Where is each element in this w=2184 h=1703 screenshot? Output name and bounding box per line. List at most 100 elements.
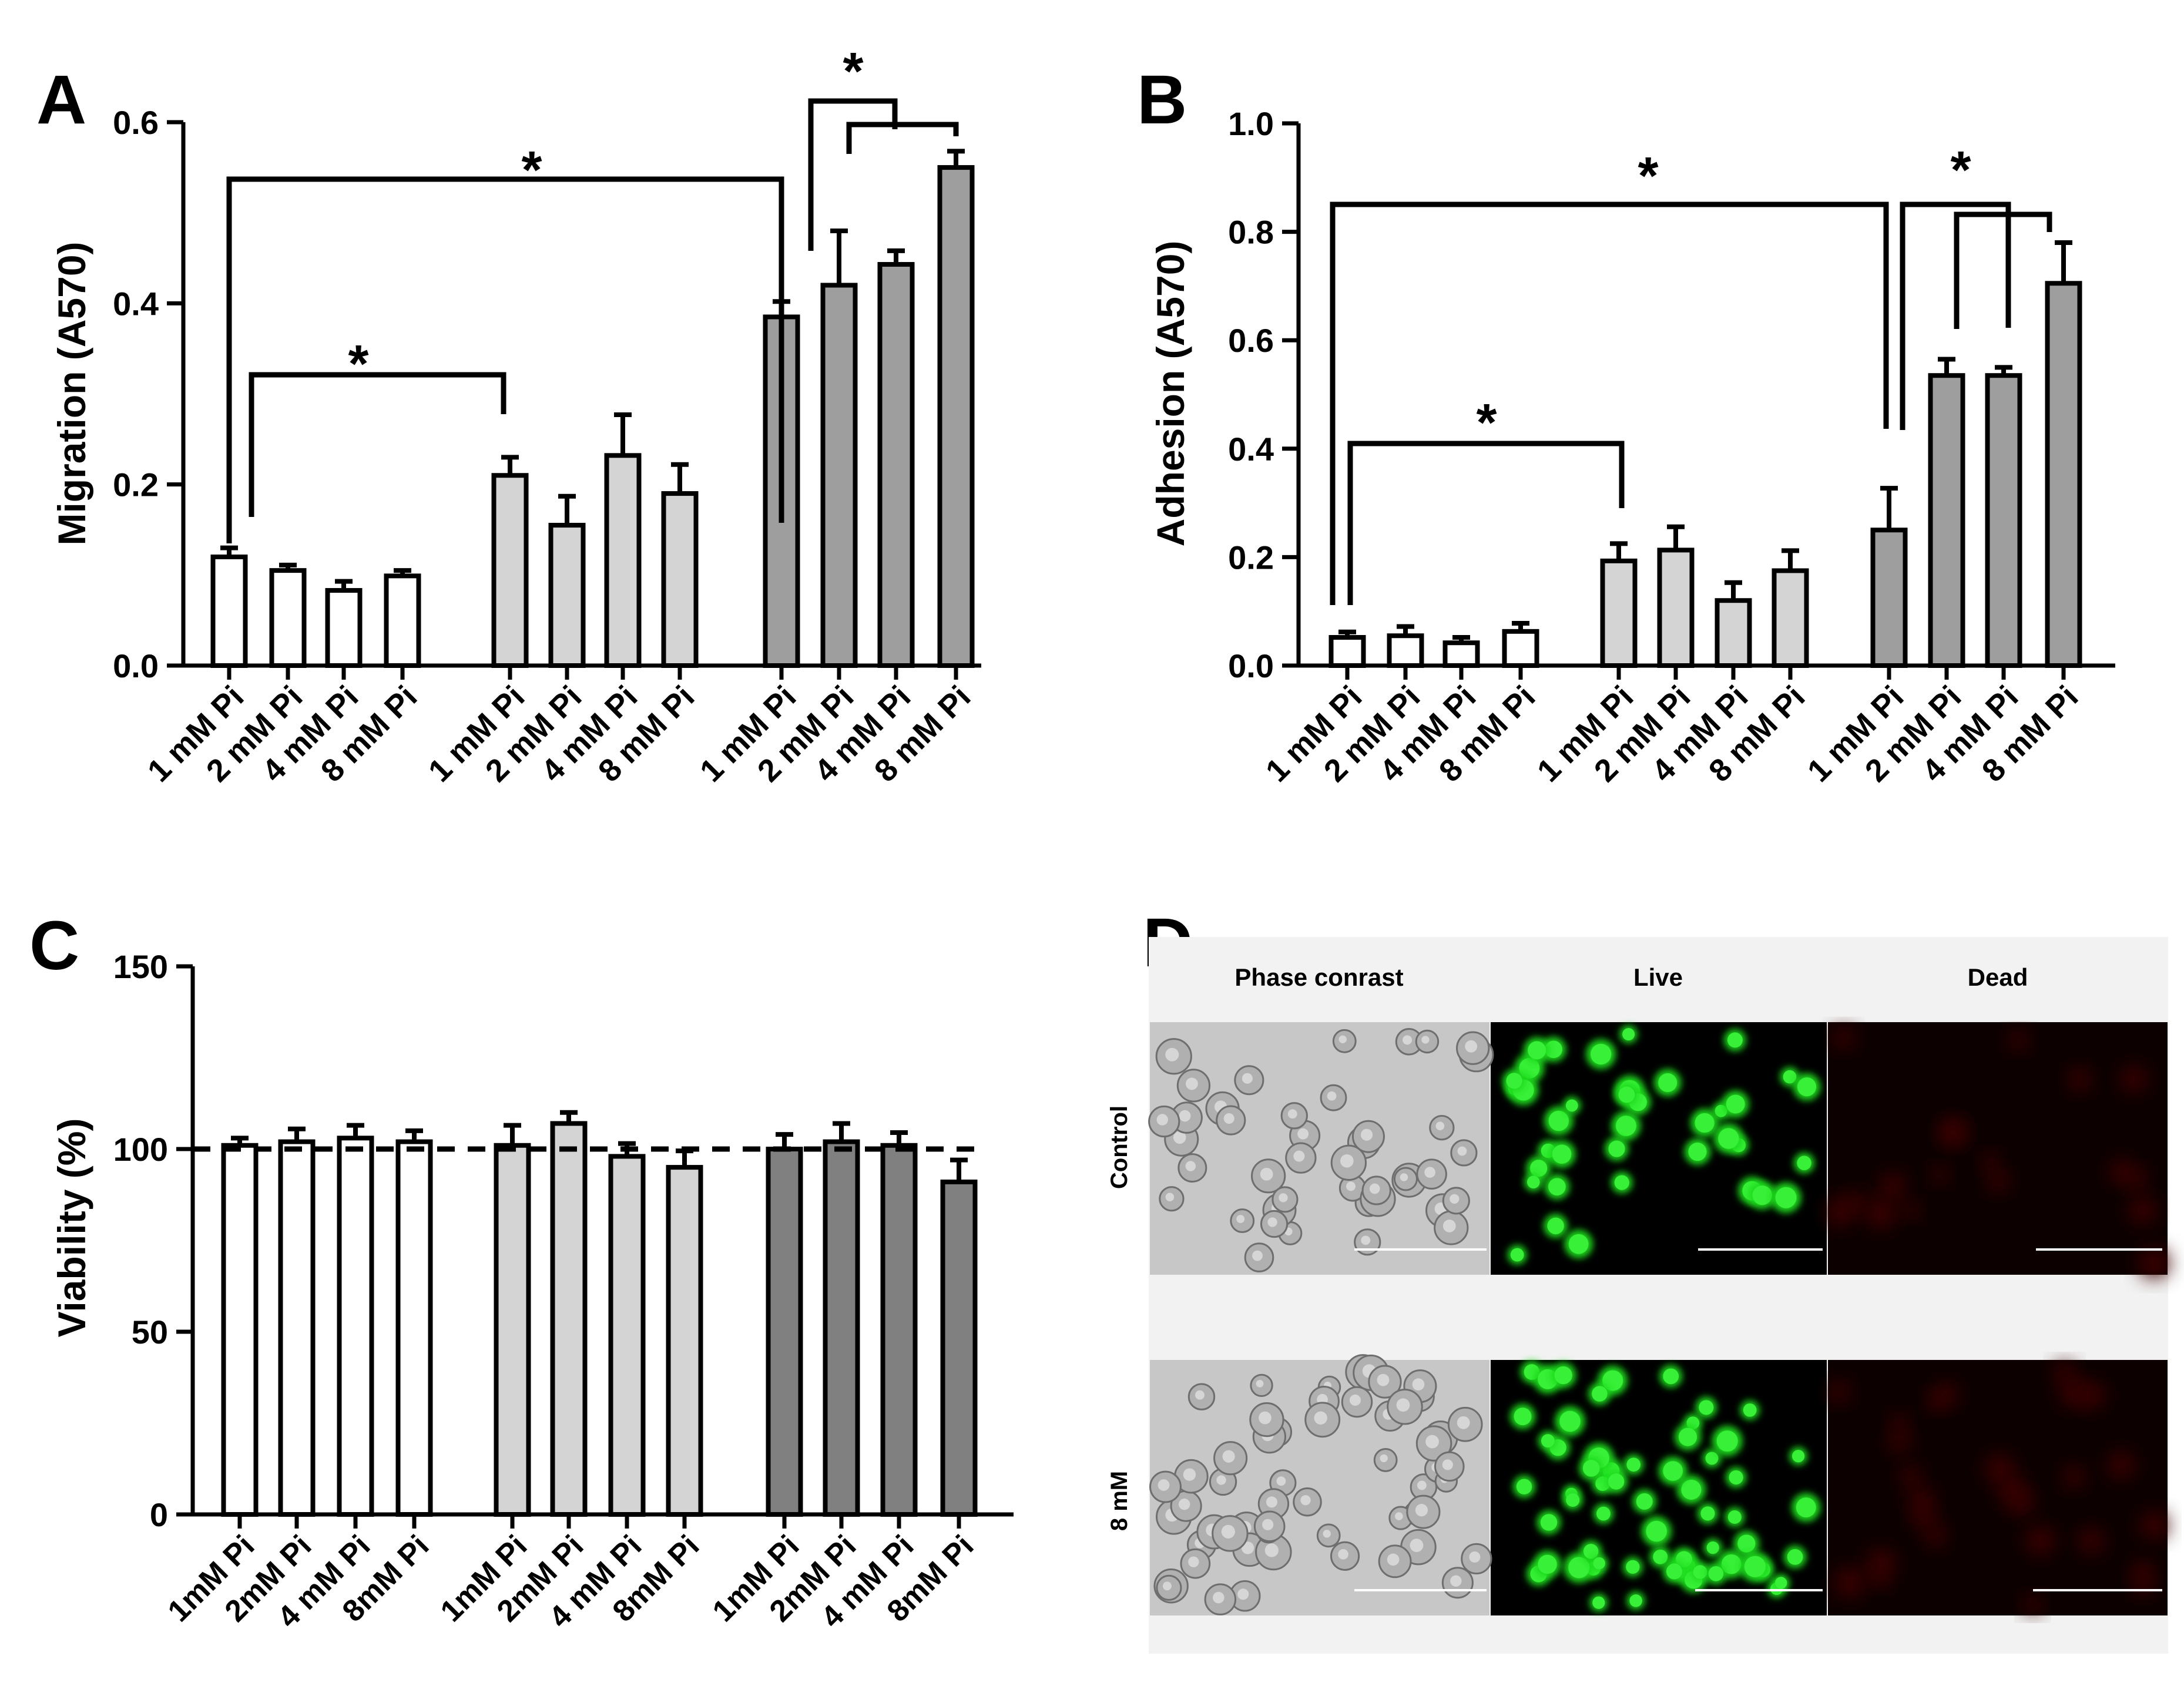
live-cell-core (1663, 1368, 1679, 1385)
cell-nucleus (1195, 1390, 1205, 1400)
cell-nucleus (1400, 1173, 1408, 1181)
bar (2045, 281, 2082, 669)
dead-cell (1987, 1170, 2009, 1192)
cell-nucleus (1410, 1539, 1424, 1552)
cell-nucleus (1188, 1556, 1199, 1567)
cell-nucleus (1412, 1378, 1425, 1391)
bar (1328, 635, 1366, 669)
cell-nucleus (1173, 1131, 1186, 1144)
cell-nucleus (1266, 1496, 1277, 1508)
dead-cell (1981, 1153, 1998, 1170)
cell-nucleus (1293, 1150, 1305, 1162)
cell-nucleus (1267, 1217, 1277, 1227)
dead-cell (1880, 1173, 1906, 1200)
bar (1928, 373, 1965, 668)
live-cell-core (1538, 1554, 1557, 1574)
column-header-phase-contrast: Phase conrast (1234, 963, 1403, 991)
cell-nucleus (1241, 1541, 1254, 1554)
bar (1870, 528, 1908, 668)
live-cell-core (1693, 1565, 1707, 1579)
y-tick-label: 100 (113, 1131, 168, 1168)
bar (491, 473, 529, 668)
cell-nucleus (1186, 1077, 1198, 1090)
cell-nucleus (1435, 1121, 1445, 1130)
dead-cell (2141, 1511, 2168, 1539)
cell-nucleus (1469, 1551, 1481, 1563)
bar (937, 165, 975, 669)
y-tick-label: 50 (132, 1314, 168, 1351)
live-cell-core (1568, 1557, 1590, 1578)
dead-cell (1927, 1392, 1945, 1410)
dead-cell (1900, 1466, 1921, 1487)
live-cell-core (1646, 1520, 1667, 1542)
cell-nucleus (1338, 1549, 1348, 1560)
cell-nucleus (1360, 1128, 1373, 1141)
live-cell-core (1622, 1028, 1635, 1041)
live-cell-core (1548, 1110, 1569, 1131)
dead-cell (1908, 1487, 1934, 1513)
column-header-dead: Dead (1968, 963, 2028, 991)
cell-nucleus (1165, 1193, 1175, 1202)
live-cell-core (1519, 1058, 1540, 1079)
dead-cell (2023, 1595, 2042, 1614)
live-cell-core (1516, 1479, 1532, 1494)
live-cell-core (1743, 1403, 1757, 1417)
significance-bracket (1954, 211, 2052, 329)
live-cell-core (1797, 1156, 1811, 1171)
cell-nucleus (1450, 1575, 1462, 1587)
dead-cell (1871, 1571, 1889, 1588)
live-cell-core (1506, 1073, 1522, 1089)
cell-nucleus (1450, 1194, 1460, 1204)
bar (384, 573, 421, 668)
significance-bracket (1900, 201, 2011, 430)
bar (820, 283, 858, 668)
dead-cell (1925, 1525, 1947, 1547)
live-cell-core (1792, 1450, 1805, 1463)
live-cell-core (1626, 1457, 1641, 1472)
live-cell-core (1554, 1366, 1572, 1385)
bar (604, 453, 642, 668)
bar (1502, 629, 1539, 668)
significance-star: * (843, 42, 863, 101)
cell-nucleus (1264, 1543, 1279, 1557)
y-tick-label: 0 (150, 1496, 168, 1533)
significance-bracket (846, 122, 959, 154)
cell-nucleus (1185, 1161, 1196, 1171)
panel-letter-b: B (1137, 61, 1187, 139)
cell-nucleus (1396, 1398, 1410, 1412)
cell-nucleus (1183, 1468, 1196, 1481)
live-cell-core (1774, 1577, 1787, 1589)
bar (337, 1136, 374, 1517)
live-cell-core (1726, 1094, 1745, 1114)
live-cell-core (1618, 1086, 1635, 1103)
cell-nucleus (1338, 1035, 1347, 1043)
live-cell-core (1653, 1549, 1668, 1564)
dead-cell (1888, 1431, 1911, 1453)
dead-cell (1829, 1381, 1850, 1402)
live-cell-core (1636, 1493, 1653, 1510)
cell-nucleus (1237, 1588, 1249, 1600)
dead-cell (2108, 1452, 2135, 1479)
cell-nucleus (1259, 1411, 1272, 1425)
y-tick-label: 0.2 (113, 466, 159, 503)
cell-nucleus (1165, 1047, 1179, 1062)
live-cell-core (1775, 1187, 1797, 1208)
row-label-control: Control (1106, 1106, 1132, 1189)
bar (940, 1179, 978, 1517)
live-cell-core (1593, 1557, 1605, 1570)
live-cell-core (1716, 1430, 1738, 1452)
dead-cell (1985, 1455, 2015, 1484)
significance-bracket (1347, 441, 1625, 605)
microscopy-panel: Phase conrast Live Dead Control 8 mM (1106, 937, 2169, 1654)
significance-star: * (348, 335, 368, 394)
y-tick-label: 0.4 (113, 285, 159, 322)
dead-cell (1826, 1197, 1854, 1226)
cell-nucleus (1349, 1394, 1361, 1406)
bar (1657, 547, 1695, 668)
live-cell-core (1752, 1185, 1772, 1205)
dead-cell (2129, 1197, 2156, 1224)
significance-star: * (521, 141, 542, 200)
y-tick-label: 150 (113, 948, 168, 985)
